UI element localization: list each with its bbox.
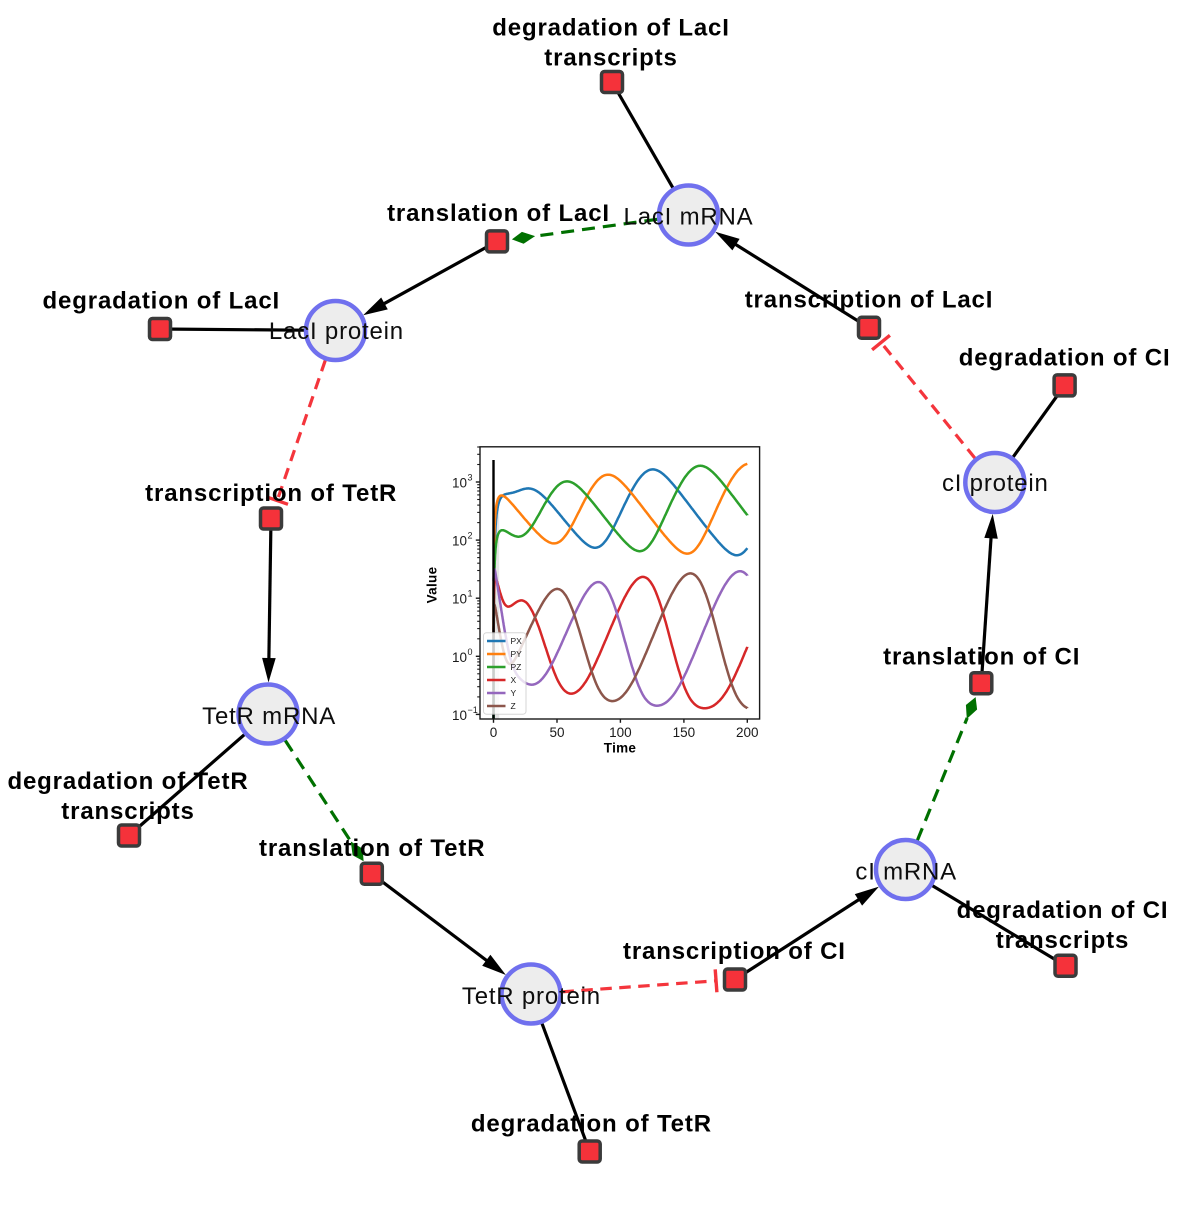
svg-text:degradation of TetR: degradation of TetR [7, 768, 248, 795]
svg-text:degradation of TetR: degradation of TetR [471, 1110, 712, 1137]
svg-text:transcription of TetR: transcription of TetR [145, 480, 397, 507]
svg-text:TetR mRNA: TetR mRNA [202, 703, 336, 730]
svg-text:10: 10 [452, 476, 467, 491]
svg-text:PX: PX [511, 636, 523, 646]
svg-text:PZ: PZ [511, 662, 522, 672]
svg-text:transcripts: transcripts [544, 44, 677, 71]
svg-text:10: 10 [452, 708, 467, 723]
svg-text:3: 3 [468, 473, 473, 483]
svg-text:10: 10 [452, 592, 467, 607]
svg-text:translation of LacI: translation of LacI [387, 200, 610, 227]
svg-text:Y: Y [511, 688, 517, 698]
svg-text:transcription of LacI: transcription of LacI [745, 286, 994, 313]
svg-text:2: 2 [468, 531, 473, 541]
svg-text:degradation of LacI: degradation of LacI [43, 287, 281, 314]
svg-text:PY: PY [511, 649, 523, 659]
svg-text:−1: −1 [468, 705, 478, 715]
svg-text:translation of TetR: translation of TetR [259, 835, 485, 862]
svg-text:LacI protein: LacI protein [269, 318, 404, 345]
svg-text:degradation of CI: degradation of CI [957, 897, 1169, 924]
svg-text:translation of CI: translation of CI [883, 644, 1080, 671]
svg-text:150: 150 [673, 725, 696, 740]
svg-text:200: 200 [736, 725, 759, 740]
svg-text:50: 50 [549, 725, 564, 740]
svg-text:Value: Value [425, 566, 440, 603]
svg-text:10: 10 [452, 534, 467, 549]
svg-text:cI mRNA: cI mRNA [855, 859, 957, 886]
svg-text:Z: Z [511, 701, 516, 711]
svg-text:X: X [511, 675, 517, 685]
svg-text:cI protein: cI protein [942, 470, 1049, 497]
svg-text:0: 0 [490, 725, 498, 740]
svg-text:Time: Time [604, 741, 637, 756]
svg-text:100: 100 [609, 725, 632, 740]
svg-text:TetR protein: TetR protein [462, 983, 601, 1010]
svg-text:transcripts: transcripts [61, 798, 194, 825]
svg-text:10: 10 [452, 650, 467, 665]
svg-text:transcripts: transcripts [996, 927, 1129, 954]
svg-text:transcription of CI: transcription of CI [623, 938, 846, 965]
svg-text:degradation of LacI: degradation of LacI [492, 15, 730, 42]
svg-text:degradation of CI: degradation of CI [959, 344, 1171, 371]
svg-text:LacI mRNA: LacI mRNA [624, 204, 754, 231]
svg-text:1: 1 [468, 589, 473, 599]
svg-text:0: 0 [468, 647, 473, 657]
